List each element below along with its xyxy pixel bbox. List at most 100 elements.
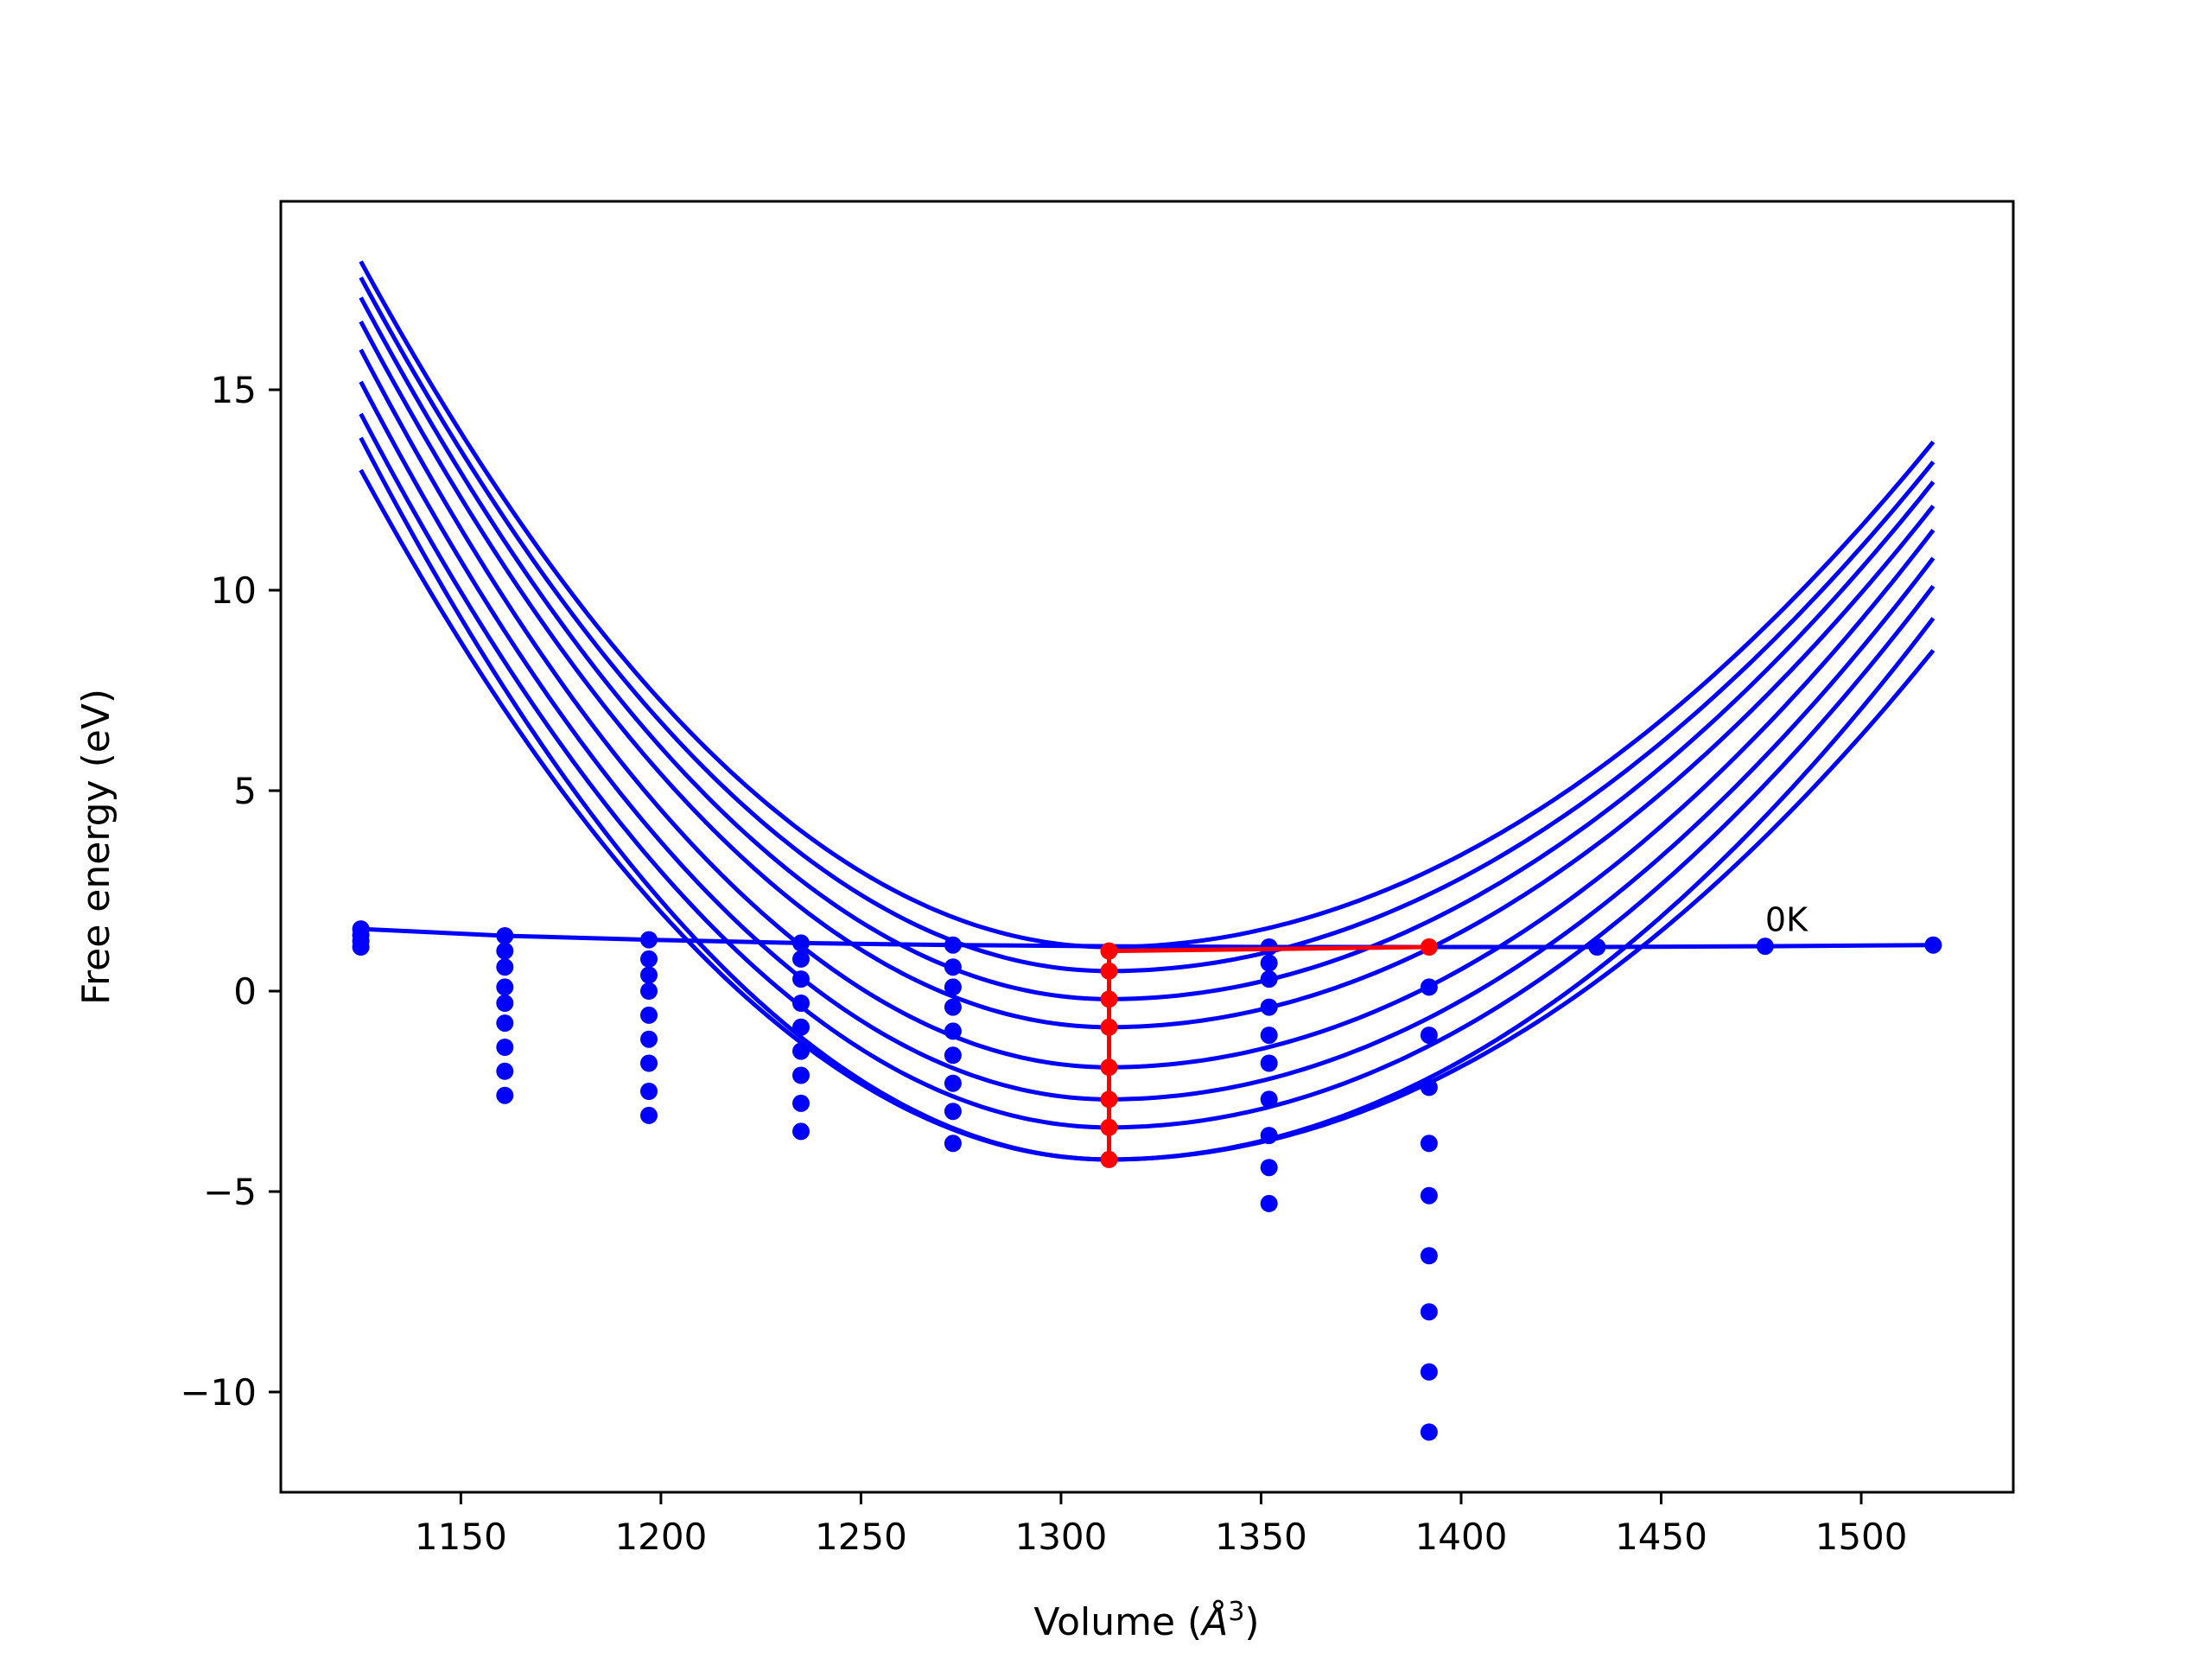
data-point: [640, 966, 658, 984]
equilibrium-point: [1100, 1090, 1118, 1109]
data-point: [944, 1135, 962, 1153]
data-point: [792, 1018, 810, 1036]
data-point: [1260, 1127, 1278, 1145]
data-point: [496, 927, 514, 944]
equilibrium-segment: [1109, 944, 1429, 954]
data-point: [1260, 1054, 1278, 1072]
data-point: [1260, 970, 1278, 988]
equilibrium-path-group: [1100, 938, 1438, 1168]
data-point: [944, 998, 962, 1016]
data-point: [1420, 1027, 1438, 1045]
data-point: [944, 1022, 962, 1040]
x-tick-label: 1200: [614, 1516, 707, 1558]
data-point: [640, 1083, 658, 1100]
data-point: [792, 950, 810, 968]
data-point: [496, 1039, 514, 1056]
equilibrium-point: [1100, 990, 1118, 1008]
data-point: [496, 1062, 514, 1080]
data-point: [1924, 936, 1942, 954]
data-point: [792, 1122, 810, 1141]
data-point: [640, 1030, 658, 1048]
data-point: [1420, 1078, 1438, 1096]
data-point: [1756, 938, 1774, 956]
x-tick-label: 1450: [1615, 1516, 1707, 1558]
data-point: [496, 978, 514, 996]
data-point: [1420, 1186, 1438, 1205]
data-point: [792, 1066, 810, 1084]
data-point: [1420, 1363, 1438, 1381]
y-tick-label: 10: [211, 569, 257, 612]
data-point: [1420, 1247, 1438, 1265]
data-point: [496, 942, 514, 960]
fit-curve-5: [359, 348, 1936, 1070]
fit-curve-7: [359, 412, 1936, 1130]
x-tick-label: 1400: [1415, 1516, 1508, 1558]
y-axis-label: Free energy (eV): [74, 689, 118, 1005]
x-tick-label: 1500: [1815, 1516, 1908, 1558]
data-point: [1260, 954, 1278, 972]
data-point: [1420, 1423, 1438, 1441]
data-point: [1260, 1027, 1278, 1045]
equilibrium-point: [1100, 1150, 1118, 1168]
data-point: [944, 958, 962, 976]
data-point: [496, 995, 514, 1012]
data-point: [944, 1046, 962, 1065]
x-tick-label: 1300: [1014, 1516, 1107, 1558]
data-point: [792, 1042, 810, 1060]
data-point: [944, 1074, 962, 1092]
data-points-group: [352, 920, 1942, 1441]
data-point: [944, 936, 962, 954]
y-tick-label: −10: [180, 1371, 257, 1414]
data-point: [640, 931, 658, 949]
x-tick-label: 1350: [1215, 1516, 1307, 1558]
data-point: [640, 1054, 658, 1072]
fit-curve-6: [359, 380, 1936, 1102]
data-point: [640, 950, 658, 968]
data-point: [1260, 1194, 1278, 1212]
data-point: [640, 1106, 658, 1124]
data-point: [1260, 1090, 1278, 1109]
x-axis-ticks: 1150 1200 1250 1300 1350 1400 1450 1500: [415, 1492, 1908, 1558]
data-point: [944, 1103, 962, 1121]
y-tick-label: 0: [233, 970, 257, 1013]
equilibrium-point: [1100, 1118, 1118, 1136]
equilibrium-point: [1100, 1018, 1118, 1036]
equilibrium-point: [1100, 1058, 1118, 1077]
x-axis-label: Volume (Å3): [1033, 1597, 1259, 1645]
x-tick-label: 1150: [415, 1516, 507, 1558]
data-point: [1260, 1159, 1278, 1177]
equilibrium-point: [1100, 962, 1118, 980]
data-point: [640, 982, 658, 1000]
data-point: [944, 978, 962, 996]
plot-frame: [279, 200, 2015, 1494]
data-point: [1420, 1135, 1438, 1153]
fit-curve-9: [359, 468, 1936, 1162]
x-tick-label: 1250: [815, 1516, 907, 1558]
data-point: [1420, 1303, 1438, 1321]
data-point: [792, 995, 810, 1012]
zero-k-annotation: 0K: [1765, 900, 1808, 938]
y-axis-ticks: 15 10 5 0 −5 −10: [180, 369, 281, 1414]
data-point: [792, 934, 810, 952]
data-point: [792, 970, 810, 988]
data-point: [1588, 938, 1606, 956]
equilibrium-point: [1420, 938, 1438, 956]
fit-curve-4: [359, 321, 1936, 1030]
data-point: [792, 1094, 810, 1112]
y-tick-label: −5: [203, 1171, 257, 1213]
fit-curve-3: [359, 296, 1936, 1001]
y-tick-label: 5: [233, 770, 257, 812]
data-point: [496, 1086, 514, 1104]
data-point: [496, 1014, 514, 1033]
fit-curves: [359, 260, 1936, 1162]
fit-curve-2: [359, 276, 1936, 974]
data-point: [352, 938, 370, 956]
equilibrium-point: [1100, 942, 1118, 960]
data-point: [640, 1006, 658, 1024]
data-point: [1420, 978, 1438, 996]
y-tick-label: 15: [211, 369, 257, 411]
data-point: [1260, 998, 1278, 1016]
data-point: [496, 958, 514, 976]
